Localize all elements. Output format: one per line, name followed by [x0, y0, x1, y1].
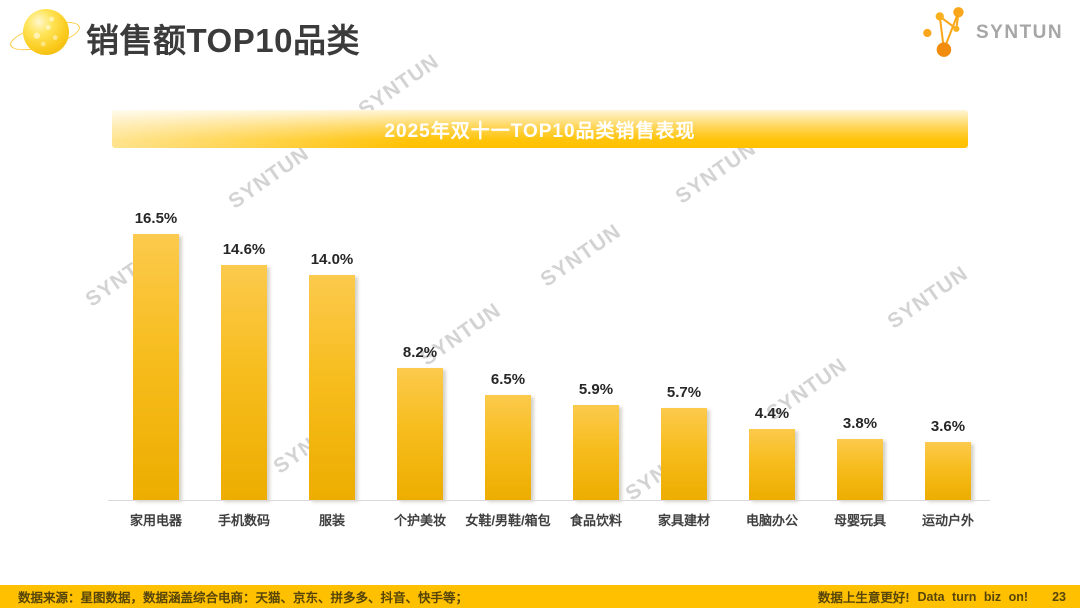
- bar-group: 14.6%: [200, 200, 288, 500]
- bar: [749, 429, 795, 500]
- data-source-note: 数据来源：星图数据，数据涵盖综合电商：天猫、京东、拼多多、抖音、快手等；: [18, 591, 469, 605]
- page-title: 销售额TOP10品类: [86, 22, 360, 59]
- bar-value-label: 14.6%: [222, 241, 266, 258]
- bar-group: 5.7%: [640, 200, 728, 500]
- category-label: 电脑办公: [745, 513, 798, 528]
- planet-sphere: [23, 9, 69, 55]
- chart-title: 2025年双十一TOP10品类销售表现: [384, 120, 696, 142]
- category-label: 母婴玩具: [833, 513, 886, 528]
- footer-bar: 数据来源：星图数据，数据涵盖综合电商：天猫、京东、拼多多、抖音、快手等； 数据上…: [0, 585, 1080, 608]
- bar-value-label: 5.7%: [666, 384, 702, 401]
- bar: [573, 405, 619, 500]
- bar-group: 16.5%: [112, 200, 200, 500]
- logo-text: SYNTUN: [976, 22, 1064, 43]
- bar-value-label: 3.6%: [930, 418, 966, 435]
- category-label: 女鞋/男鞋/箱包: [465, 513, 551, 528]
- category-label: 运动户外: [921, 513, 974, 528]
- bar-group: 14.0%: [288, 200, 376, 500]
- category-label: 手机数码: [217, 513, 270, 528]
- chart-title-banner: 2025年双十一TOP10品类销售表现: [112, 110, 968, 148]
- bar: [661, 408, 707, 500]
- planet-with-ring-icon: [7, 8, 83, 62]
- slogan-en: Data turn biz on!: [917, 589, 1029, 604]
- bar-chart: 16.5% 14.6% 14.0% 8.2% 6.5% 5.9% 5.7% 4.4% 3.8% 3…: [112, 200, 992, 500]
- bar-value-label: 6.5%: [490, 371, 526, 388]
- x-axis-line: [108, 500, 990, 501]
- footer-slogan: 数据上生意更好! Data turn biz on! 23: [818, 587, 1066, 606]
- bar-group: 6.5%: [464, 200, 552, 500]
- syntun-logo: SYNTUN: [918, 4, 1068, 62]
- category-axis: 家用电器 手机数码 服装 个护美妆 女鞋/男鞋/箱包 食品饮料 家具建材 电脑办公 母婴玩具 运动…: [112, 510, 992, 529]
- bar-value-label: 16.5%: [134, 210, 178, 227]
- bar-group: 4.4%: [728, 200, 816, 500]
- category-label: 家用电器: [129, 513, 182, 528]
- bar: [221, 265, 267, 500]
- bar: [837, 439, 883, 500]
- bar: [485, 395, 531, 500]
- bar-group: 5.9%: [552, 200, 640, 500]
- bar: [925, 442, 971, 500]
- bar-value-label: 8.2%: [402, 344, 438, 361]
- bar-value-label: 14.0%: [310, 251, 354, 268]
- bar-group: 8.2%: [376, 200, 464, 500]
- bar-group: 3.8%: [816, 200, 904, 500]
- bar-group: 3.6%: [904, 200, 992, 500]
- bar-value-label: 4.4%: [754, 405, 790, 422]
- bar: [397, 368, 443, 500]
- page-number: 23: [1052, 589, 1066, 604]
- category-label: 食品饮料: [569, 513, 622, 528]
- slogan-cn: 数据上生意更好!: [817, 591, 910, 605]
- bar-value-label: 3.8%: [842, 415, 878, 432]
- category-label: 服装: [318, 513, 345, 528]
- bar: [309, 275, 355, 500]
- category-label: 家具建材: [657, 513, 710, 528]
- category-label: 个护美妆: [393, 513, 446, 528]
- bar-value-label: 5.9%: [578, 381, 614, 398]
- bar: [133, 234, 179, 500]
- constellation-network-icon: [923, 7, 964, 57]
